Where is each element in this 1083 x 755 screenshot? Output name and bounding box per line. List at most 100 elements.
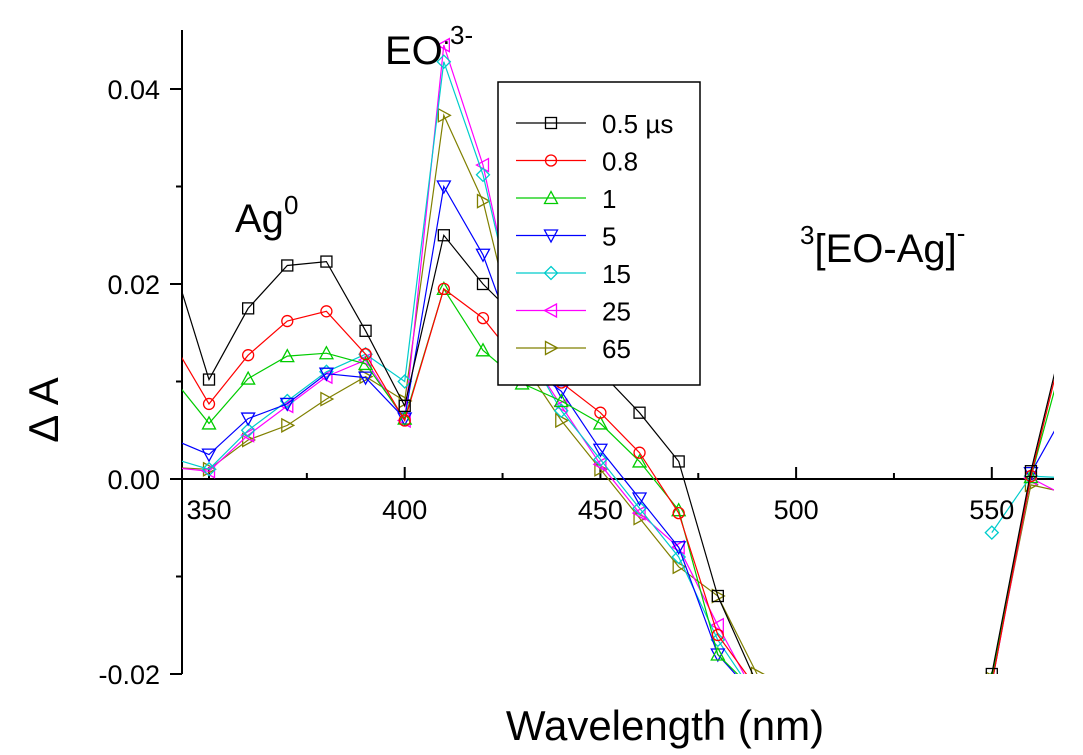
- data-point: [672, 506, 685, 520]
- legend-marker: [543, 265, 559, 281]
- legend-item-15: 15: [516, 259, 631, 289]
- legend-marker: [544, 116, 558, 130]
- annotation-eo-ag: 3[EO-Ag]-: [800, 218, 965, 271]
- data-point: [709, 617, 724, 633]
- series-line: [182, 113, 1054, 674]
- legend-label: 1: [602, 184, 616, 214]
- x-tick-label: 350: [186, 495, 231, 525]
- data-point: [671, 541, 687, 556]
- legend-marker: [543, 229, 559, 244]
- data-point: [240, 370, 256, 385]
- data-point: [475, 248, 491, 263]
- legend-item-65: 65: [516, 334, 631, 364]
- data-point: [397, 410, 413, 425]
- legend-marker: [544, 340, 559, 356]
- data-point: [592, 443, 608, 458]
- data-point: [397, 374, 413, 389]
- data-point: [202, 461, 217, 477]
- data-point: [398, 399, 411, 413]
- data-point: [1064, 472, 1077, 485]
- series-line: [182, 61, 1054, 674]
- y-tick-label: -0.02: [98, 660, 160, 690]
- data-point: [553, 403, 569, 419]
- data-point: [592, 415, 608, 430]
- x-axis-title: Wavelength (nm): [506, 702, 824, 749]
- legend-item-25: 25: [516, 297, 631, 327]
- annotation-ag0: Ag0: [235, 190, 298, 241]
- data-point: [281, 314, 294, 328]
- annotation-eo: EO.3-: [385, 20, 473, 73]
- data-point: [1023, 466, 1039, 482]
- data-point: [1024, 465, 1038, 478]
- data-point: [592, 452, 608, 467]
- axes: [170, 30, 1054, 675]
- data-point: [279, 348, 295, 363]
- x-tick-label: 450: [578, 495, 623, 525]
- data-point: [241, 349, 255, 362]
- x-tick-label: 400: [382, 495, 427, 525]
- data-point: [279, 397, 295, 412]
- data-point: [202, 397, 216, 411]
- series-line: [182, 287, 1054, 674]
- legend-item-1: 1: [516, 184, 616, 214]
- data-point: [751, 678, 762, 689]
- data-point: [398, 414, 411, 427]
- data-point: [319, 364, 334, 380]
- data-point: [359, 348, 372, 361]
- data-point: [437, 282, 450, 296]
- data-point: [163, 461, 175, 474]
- data-point: [163, 368, 176, 380]
- legend-label: 65: [602, 334, 631, 364]
- tick-labels: 350400450500550600650700-0.020.000.020.0…: [98, 75, 1014, 690]
- data-point: [240, 427, 255, 443]
- legend-label: 5: [602, 222, 616, 252]
- data-point: [437, 107, 452, 123]
- data-point: [1064, 326, 1077, 338]
- data-point: [751, 683, 762, 694]
- y-tick-label: 0.02: [107, 270, 160, 300]
- data-point: [711, 589, 724, 603]
- data-point: [163, 433, 176, 445]
- data-point: [710, 646, 726, 661]
- data-point: [984, 525, 1000, 541]
- data-point: [985, 678, 998, 690]
- data-point: [711, 628, 724, 642]
- data-point: [631, 505, 646, 521]
- data-point: [320, 391, 335, 407]
- data-point: [985, 671, 991, 674]
- data-point: [594, 406, 607, 419]
- data-point: [553, 393, 569, 408]
- data-point: [164, 461, 176, 474]
- x-tick-label: 500: [774, 495, 819, 525]
- legend-label: 0.5 µs: [602, 109, 673, 139]
- data-point: [437, 229, 450, 242]
- legend-frame: [497, 81, 701, 386]
- legend-marker: [543, 190, 559, 205]
- legend-label: 0.8: [602, 147, 638, 177]
- data-point: [359, 324, 372, 337]
- data-point: [320, 255, 333, 268]
- data-point: [475, 167, 491, 183]
- data-point: [632, 500, 647, 516]
- data-point: [1065, 310, 1076, 321]
- data-point: [1065, 487, 1077, 500]
- data-point: [201, 448, 217, 463]
- data-point: [436, 54, 452, 70]
- data-point: [241, 302, 255, 315]
- data-point: [320, 305, 333, 318]
- data-point: [475, 342, 491, 357]
- data-point: [318, 345, 335, 360]
- legend-label: 15: [602, 259, 631, 289]
- data-point: [633, 446, 646, 459]
- data-point: [318, 367, 335, 382]
- series-line: [182, 287, 1054, 674]
- data-point: [1064, 397, 1077, 409]
- data-point: [631, 453, 648, 468]
- data-point: [435, 37, 450, 53]
- data-point: [358, 346, 373, 362]
- data-point: [633, 406, 646, 419]
- y-tick-label: 0.04: [107, 75, 160, 105]
- x-tick-label: 550: [969, 495, 1014, 525]
